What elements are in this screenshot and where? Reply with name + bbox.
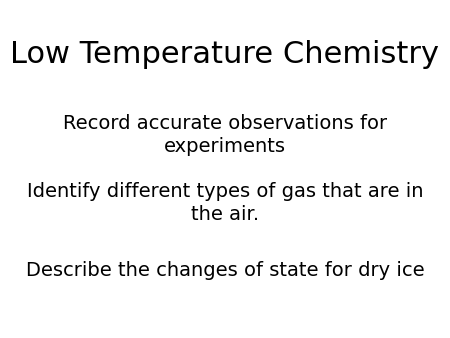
Text: Describe the changes of state for dry ice: Describe the changes of state for dry ic…	[26, 261, 424, 280]
Text: Record accurate observations for
experiments: Record accurate observations for experim…	[63, 114, 387, 156]
Text: Identify different types of gas that are in
the air.: Identify different types of gas that are…	[27, 182, 423, 224]
Text: Low Temperature Chemistry: Low Temperature Chemistry	[10, 40, 440, 69]
